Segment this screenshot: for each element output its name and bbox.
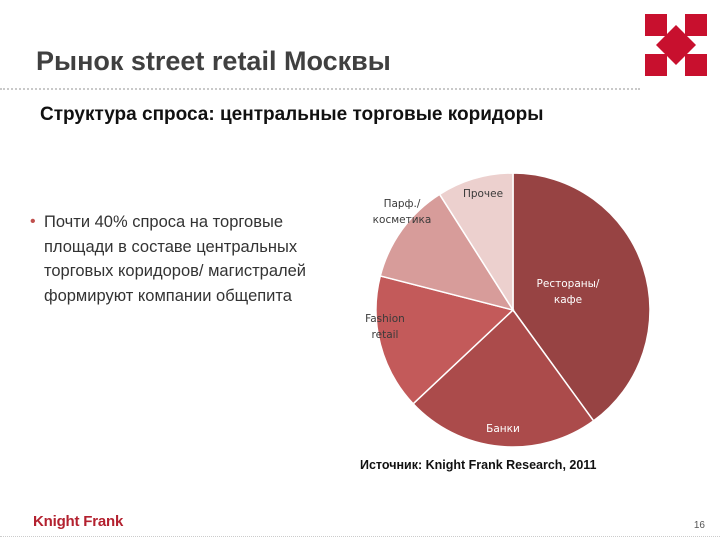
- pie-slice: [412, 308, 595, 448]
- pie-slice: [375, 275, 515, 405]
- slice-label: Fashion retail: [365, 313, 405, 341]
- slide-title: Рынок street retail Москвы: [36, 46, 391, 76]
- title-divider: [0, 88, 640, 90]
- pie-slice: [379, 193, 515, 312]
- slice-label: Рестораны/кафе: [537, 278, 600, 306]
- page-number: 16: [693, 520, 705, 531]
- brand-name: Knight Frank: [33, 513, 124, 530]
- bullet-point: • Почти 40% спроса на торговые площади в…: [30, 210, 314, 308]
- slice-label: Парф./косметика: [373, 198, 432, 226]
- bullet-text: Почти 40% спроса на торговые площади в с…: [44, 213, 307, 305]
- pie-slice: [438, 172, 514, 313]
- footer-divider: [0, 536, 720, 537]
- bullet-icon: •: [30, 213, 36, 230]
- knight-frank-logo-icon: [645, 14, 707, 76]
- slice-label: Прочее: [463, 188, 503, 200]
- source-note: Источник: Knight Frank Research, 2011: [360, 458, 597, 472]
- pie-slice: [512, 172, 651, 422]
- slide-subtitle: Структура спроса: центральные торговые к…: [40, 104, 544, 125]
- slice-label: Банки: [486, 423, 520, 435]
- demand-structure-pie-chart: Рестораны/кафе Банки Fashion retail Парф./ко…: [365, 172, 651, 448]
